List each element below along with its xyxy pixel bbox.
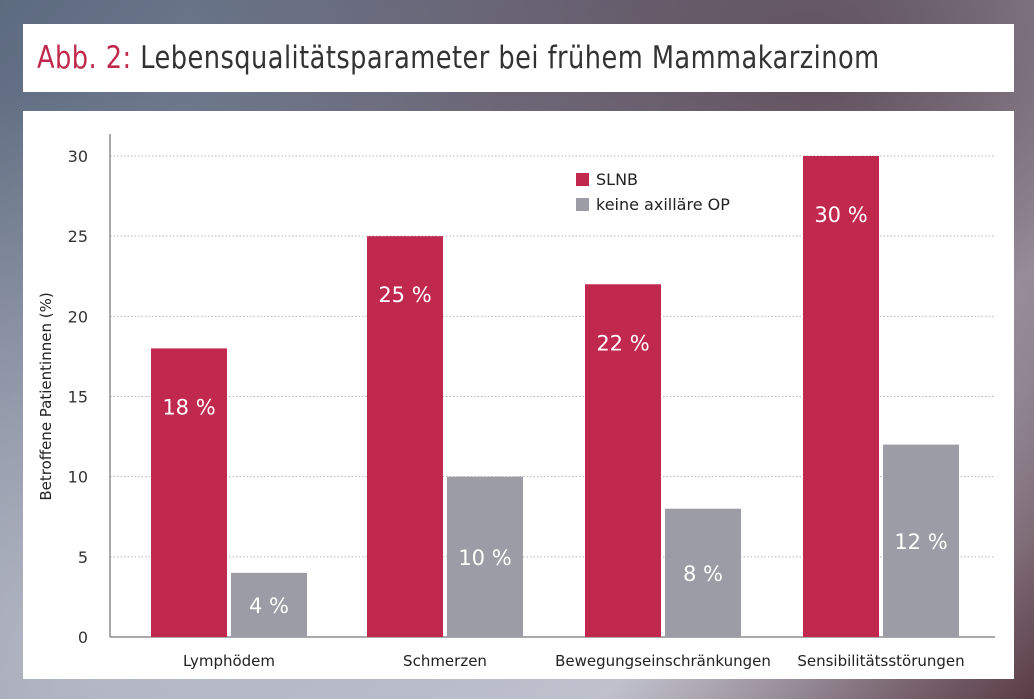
y-tick-label: 30 <box>68 147 88 166</box>
data-labels: 18 % 4 % 25 % 10 % 22 % 8 % 30 % 12 % <box>162 203 947 618</box>
data-label: 22 % <box>596 331 649 355</box>
legend-swatch-slnb <box>576 173 589 186</box>
y-tick-label: 25 <box>68 227 88 246</box>
data-label: 18 % <box>162 395 215 419</box>
data-label: 25 % <box>378 283 431 307</box>
category-label: Schmerzen <box>403 652 487 670</box>
bar-slnb <box>585 284 661 637</box>
bar-keine-axillare-op <box>883 444 959 637</box>
y-tick-label: 20 <box>68 307 88 326</box>
bars <box>151 156 959 637</box>
y-axis-label: Betroffene Patientinnen (%) <box>37 292 55 500</box>
bar-keine-axillare-op <box>231 572 307 637</box>
y-tick-labels: 0 5 10 15 20 25 30 <box>68 147 88 647</box>
bar-slnb <box>803 156 879 637</box>
title-bar: Abb. 2: Lebensqualitätsparameter bei frü… <box>23 24 1014 92</box>
category-labels: Lymphödem Schmerzen Bewegungseinschränkung… <box>183 652 965 670</box>
bar-keine-axillare-op <box>665 508 741 637</box>
data-label: 4 % <box>249 594 289 618</box>
y-tick-label: 5 <box>78 548 88 567</box>
data-label: 30 % <box>814 203 867 227</box>
figure-title-text: Lebensqualitätsparameter bei frühem Mamm… <box>140 40 880 76</box>
figure-number: Abb. 2: <box>37 40 132 76</box>
data-label: 10 % <box>458 546 511 570</box>
category-label: Lymphödem <box>183 652 275 670</box>
legend-label-keine-axillare-op: keine axilläre OP <box>596 195 730 214</box>
gridlines <box>110 155 995 558</box>
y-tick-label: 15 <box>68 388 88 407</box>
data-label: 8 % <box>683 562 723 586</box>
bar-slnb <box>367 236 443 637</box>
figure-title: Abb. 2: Lebensqualitätsparameter bei frü… <box>37 40 880 76</box>
chart-panel: 0 5 10 15 20 25 30 18 % 4 % 25 % 10 % 22 % 8 % 30 % 1… <box>23 111 1014 679</box>
bar-slnb <box>151 348 227 637</box>
category-label: Sensibilitätsstörungen <box>797 652 964 670</box>
legend-label-slnb: SLNB <box>596 170 638 189</box>
category-label: Bewegungseinschränkungen <box>555 652 771 670</box>
legend-swatch-keine-axillare-op <box>576 198 589 211</box>
y-tick-label: 0 <box>78 628 88 647</box>
bar-keine-axillare-op <box>447 476 523 637</box>
data-label: 12 % <box>894 530 947 554</box>
y-tick-label: 10 <box>68 468 88 487</box>
legend: SLNB keine axilläre OP <box>576 170 730 214</box>
